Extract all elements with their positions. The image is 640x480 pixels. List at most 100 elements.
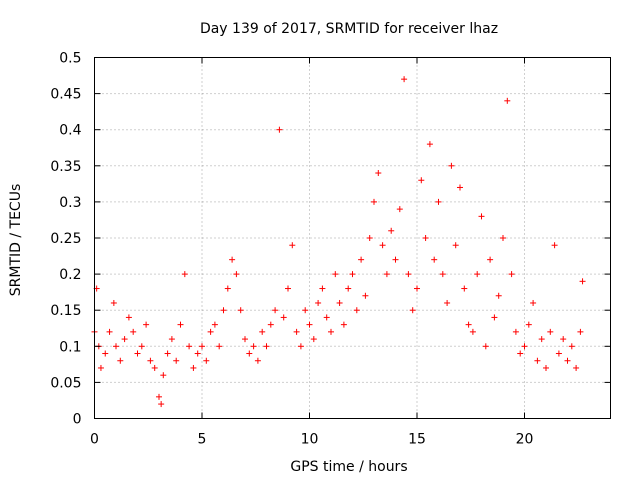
data-point <box>564 357 571 364</box>
y-tick-label: 0.05 <box>50 375 81 391</box>
data-point <box>422 235 429 241</box>
x-tick-label: 15 <box>408 432 426 448</box>
chart-title: Day 139 of 2017, SRMTID for receiver lha… <box>200 21 498 37</box>
data-point <box>469 328 476 335</box>
data-point <box>306 321 313 328</box>
data-point <box>474 271 481 278</box>
y-axis-label: SRMTID / TECUs <box>8 184 24 297</box>
data-point <box>156 393 162 400</box>
data-point <box>478 213 485 220</box>
data-point <box>110 299 117 306</box>
data-point <box>130 328 137 335</box>
data-point <box>203 357 210 364</box>
data-point <box>568 343 575 350</box>
data-point <box>276 126 283 133</box>
data-point <box>168 336 175 343</box>
data-point <box>280 314 287 321</box>
data-point <box>216 343 223 350</box>
data-point <box>285 285 291 292</box>
data-point <box>102 350 109 357</box>
data-point <box>310 336 317 343</box>
data-points <box>91 76 586 408</box>
data-point <box>246 350 253 357</box>
y-tick-label: 0.35 <box>50 159 81 175</box>
data-point <box>405 271 412 278</box>
data-point <box>242 336 248 343</box>
data-point <box>392 256 399 263</box>
data-point <box>315 299 322 306</box>
data-point <box>573 364 580 371</box>
data-point <box>229 256 236 263</box>
data-point <box>491 314 498 321</box>
data-point <box>250 343 257 350</box>
data-point <box>375 170 382 177</box>
x-tick-label: 5 <box>198 432 207 448</box>
data-point <box>106 328 113 335</box>
data-point <box>158 401 165 408</box>
data-point <box>345 285 352 292</box>
data-point <box>461 285 468 292</box>
data-point <box>525 321 532 328</box>
data-point <box>401 76 408 83</box>
data-point <box>418 177 425 184</box>
y-tick-label: 0.4 <box>59 123 81 139</box>
data-point <box>487 256 494 263</box>
data-point <box>220 307 227 314</box>
data-point <box>147 357 154 364</box>
data-point <box>371 198 377 205</box>
data-point <box>409 307 416 314</box>
y-tick-label: 0.1 <box>59 339 81 355</box>
data-point <box>186 343 193 350</box>
data-point <box>121 336 128 343</box>
data-point <box>426 141 433 148</box>
data-point <box>379 242 386 249</box>
data-point <box>457 184 463 191</box>
data-point <box>289 242 296 249</box>
data-point <box>173 357 180 364</box>
data-point <box>547 328 554 335</box>
data-point <box>577 328 584 335</box>
y-tick-label: 0.2 <box>59 267 81 283</box>
data-point <box>383 271 390 278</box>
data-point <box>538 336 545 343</box>
data-point <box>579 278 586 285</box>
data-point <box>534 357 541 364</box>
data-point <box>560 336 567 343</box>
data-point <box>293 328 300 335</box>
data-point <box>448 162 455 169</box>
x-axis-label: GPS time / hours <box>290 459 407 475</box>
data-point <box>254 357 261 364</box>
data-point <box>181 271 188 278</box>
data-point <box>353 307 360 314</box>
x-tick-label: 20 <box>516 432 534 448</box>
y-axis: 0 0.05 0.1 0.15 0.2 0.25 0.3 0.35 0.4 0.45 0.5 <box>50 51 611 428</box>
data-point <box>521 343 528 350</box>
data-point <box>190 364 197 371</box>
data-point <box>138 343 145 350</box>
data-point <box>439 271 446 278</box>
data-point <box>435 198 442 205</box>
data-point <box>495 292 502 299</box>
data-point <box>117 357 124 364</box>
data-point <box>482 343 489 350</box>
y-tick-label: 0.3 <box>59 195 81 211</box>
data-point <box>349 271 356 278</box>
data-point <box>336 299 343 306</box>
data-point <box>233 271 240 278</box>
data-point <box>199 343 205 350</box>
data-point <box>143 321 150 328</box>
data-point <box>396 206 403 213</box>
data-point <box>366 235 373 241</box>
data-point <box>113 343 119 350</box>
y-tick-label: 0.15 <box>50 303 81 319</box>
data-point <box>194 350 201 357</box>
data-point <box>332 271 339 278</box>
data-point <box>465 321 472 328</box>
data-point <box>177 321 184 328</box>
data-point <box>151 364 158 371</box>
data-point <box>259 328 266 335</box>
data-point <box>267 321 274 328</box>
data-point <box>414 285 420 292</box>
y-tick-label: 0.5 <box>59 51 81 67</box>
data-point <box>207 328 214 335</box>
